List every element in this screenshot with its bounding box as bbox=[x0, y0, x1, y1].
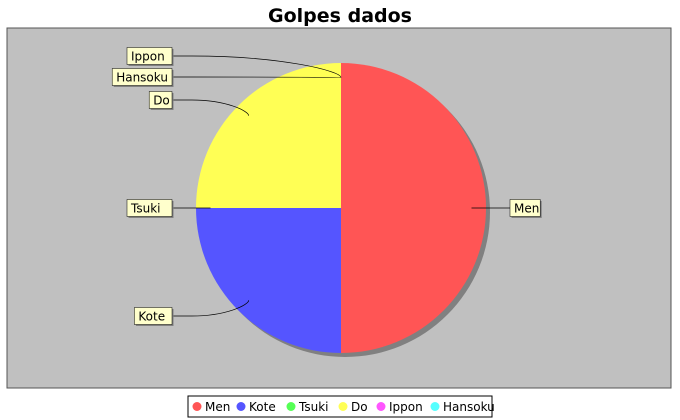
legend-swatch-ippon bbox=[376, 402, 386, 411]
pie-slices bbox=[196, 63, 486, 353]
slice-label-tsuki: Tsuki bbox=[130, 202, 160, 216]
legend-item-ippon: Ippon bbox=[389, 400, 423, 414]
leader-line-hansoku bbox=[172, 76, 342, 78]
chart-title: Golpes dados bbox=[268, 5, 412, 27]
pie-slice-men bbox=[341, 63, 486, 353]
label-box-men bbox=[509, 199, 541, 217]
label-box-kote bbox=[134, 307, 173, 325]
leader-line-ippon bbox=[172, 55, 342, 78]
slice-label-men: Men bbox=[514, 202, 539, 216]
slice-label-hansoku: Hansoku bbox=[116, 71, 168, 85]
slice-labels: Men Kote Tsuki Do Ippon Hansoku bbox=[111, 47, 542, 326]
label-leaders bbox=[172, 55, 510, 317]
legend-swatch-kote bbox=[236, 402, 246, 411]
label-box-do bbox=[148, 91, 173, 109]
legend-swatch-hansoku bbox=[430, 402, 440, 411]
pie-slice-kote bbox=[196, 208, 341, 353]
pie-slice-do bbox=[196, 63, 341, 208]
legend-swatch-tsuki bbox=[286, 402, 296, 411]
slice-label-kote: Kote bbox=[138, 310, 165, 324]
label-box-tsuki bbox=[126, 199, 173, 217]
legend: Men Kote Tsuki Do Ippon Hansoku bbox=[187, 395, 495, 418]
slice-label-do: Do bbox=[153, 94, 170, 108]
legend-item-tsuki: Tsuki bbox=[298, 400, 328, 414]
leader-line-do bbox=[172, 99, 250, 116]
label-box-ippon bbox=[126, 47, 173, 65]
legend-item-do: Do bbox=[351, 400, 368, 414]
legend-item-kote: Kote bbox=[249, 400, 276, 414]
legend-swatch-men bbox=[192, 402, 202, 411]
legend-swatch-do bbox=[338, 402, 348, 411]
slice-label-ippon: Ippon bbox=[131, 50, 165, 64]
legend-item-hansoku: Hansoku bbox=[443, 400, 495, 414]
label-box-hansoku bbox=[111, 68, 173, 86]
legend-item-men: Men bbox=[205, 400, 230, 414]
leader-line-kote bbox=[172, 300, 250, 317]
